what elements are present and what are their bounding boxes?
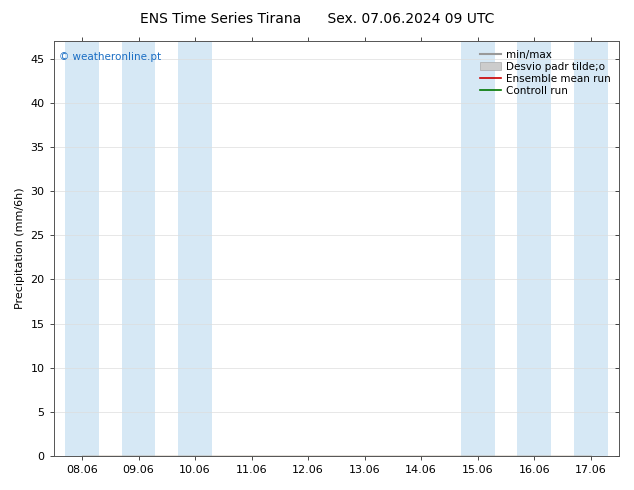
Bar — [574, 41, 608, 456]
Bar — [517, 41, 551, 456]
Text: © weatheronline.pt: © weatheronline.pt — [60, 51, 162, 62]
Legend: min/max, Desvio padr tilde;o, Ensemble mean run, Controll run: min/max, Desvio padr tilde;o, Ensemble m… — [477, 47, 614, 99]
Y-axis label: Precipitation (mm/6h): Precipitation (mm/6h) — [15, 188, 25, 309]
Bar — [65, 41, 99, 456]
Text: ENS Time Series Tirana      Sex. 07.06.2024 09 UTC: ENS Time Series Tirana Sex. 07.06.2024 0… — [140, 12, 494, 26]
Bar — [122, 41, 155, 456]
Bar — [178, 41, 212, 456]
Bar — [461, 41, 495, 456]
